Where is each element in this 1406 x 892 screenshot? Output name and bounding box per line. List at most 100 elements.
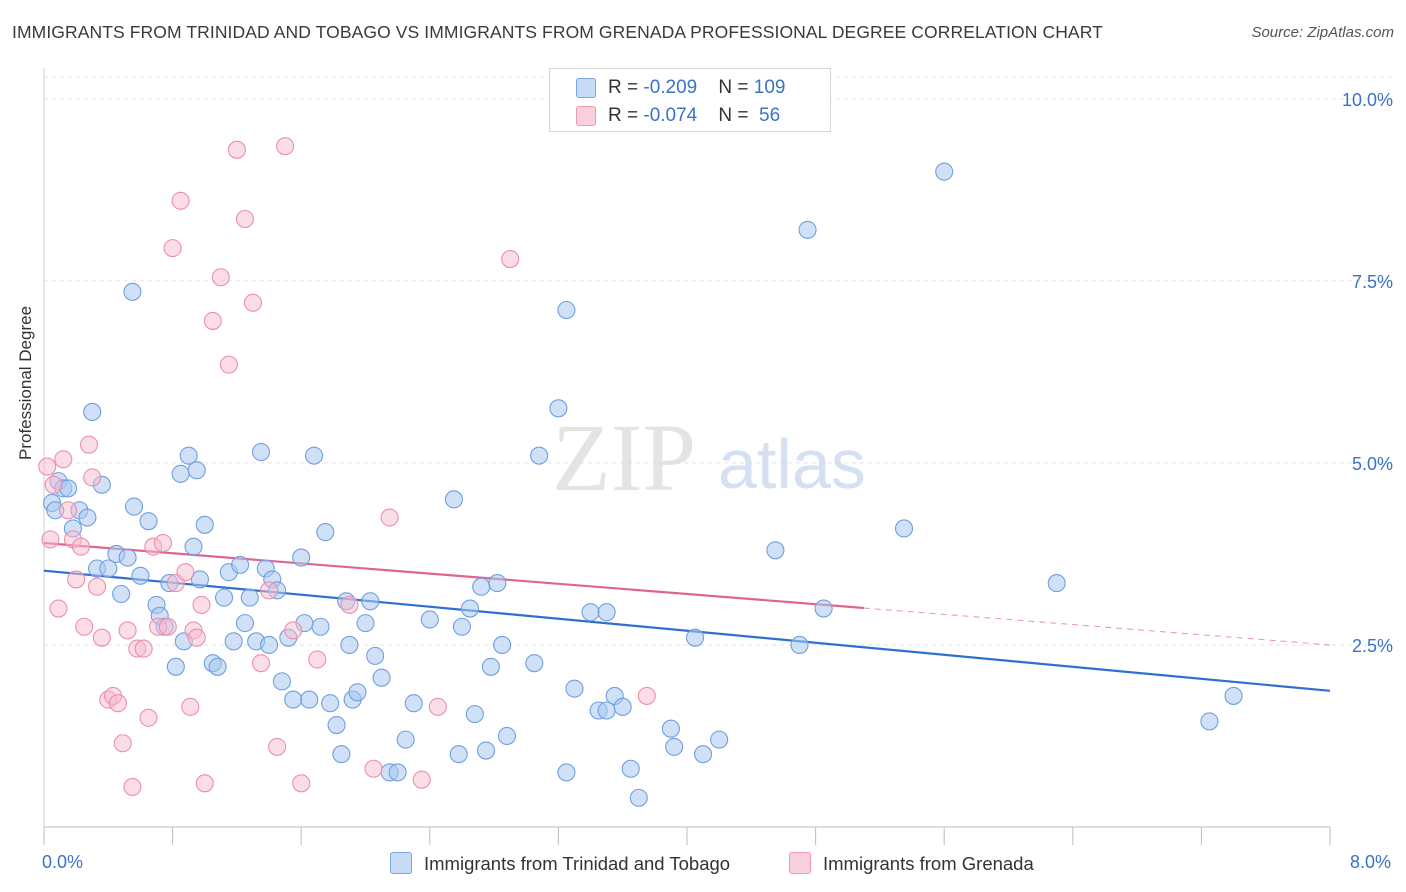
point-trinidad xyxy=(493,635,512,655)
point-grenada xyxy=(284,621,303,640)
point-grenada xyxy=(49,599,68,618)
y-tick-label: 2.5% xyxy=(1352,636,1393,656)
point-trinidad xyxy=(661,719,680,738)
point-grenada xyxy=(79,435,99,454)
point-trinidad xyxy=(766,541,785,560)
bottom-legend-label: Immigrants from Trinidad and Tobago xyxy=(424,853,731,874)
legend-swatch-blue xyxy=(576,78,596,98)
point-trinidad xyxy=(549,399,568,418)
point-trinidad xyxy=(488,574,507,593)
point-grenada xyxy=(134,639,153,658)
point-trinidad xyxy=(251,442,271,462)
point-trinidad xyxy=(300,690,319,709)
point-trinidad xyxy=(83,402,102,422)
point-trinidad xyxy=(184,537,203,556)
point-grenada xyxy=(38,457,57,476)
point-grenada xyxy=(203,311,222,330)
x-tick-label-max: 8.0% xyxy=(1350,852,1392,872)
point-trinidad xyxy=(340,635,359,655)
bottom-legend-trinidad: Immigrants from Trinidad and Tobago xyxy=(390,852,730,875)
point-grenada xyxy=(380,508,399,527)
point-grenada xyxy=(235,209,254,229)
point-trinidad xyxy=(224,632,243,651)
point-trinidad xyxy=(195,515,214,534)
point-trinidad xyxy=(685,628,705,647)
point-trinidad xyxy=(366,646,385,665)
legend-r-label: R = xyxy=(608,77,644,98)
legend-row-grenada: R = -0.074 N = 56 xyxy=(550,102,830,130)
point-trinidad xyxy=(272,672,291,691)
point-grenada xyxy=(118,621,137,640)
bottom-legend-swatch-blue xyxy=(390,852,412,874)
point-trinidad xyxy=(449,745,468,764)
point-trinidad xyxy=(171,464,190,483)
point-trinidad xyxy=(356,614,375,633)
point-trinidad xyxy=(139,512,158,531)
point-grenada xyxy=(259,581,279,600)
point-trinidad xyxy=(99,559,118,578)
point-grenada xyxy=(227,140,246,159)
point-grenada xyxy=(637,686,656,705)
point-trinidad xyxy=(565,679,584,698)
point-grenada xyxy=(364,759,383,778)
point-grenada xyxy=(75,617,94,636)
point-trinidad xyxy=(710,730,729,749)
legend-r-value: -0.209 xyxy=(643,77,698,98)
point-trinidad xyxy=(629,788,648,807)
point-trinidad xyxy=(131,566,150,585)
point-grenada xyxy=(87,577,107,596)
point-grenada xyxy=(158,617,177,636)
point-trinidad xyxy=(311,617,330,636)
point-trinidad xyxy=(214,588,234,607)
point-trinidad xyxy=(472,577,491,596)
point-trinidad xyxy=(190,570,209,589)
point-trinidad xyxy=(798,220,817,239)
point-grenada xyxy=(292,774,311,793)
point-trinidad xyxy=(235,614,254,633)
point-trinidad xyxy=(348,683,367,702)
point-grenada xyxy=(243,293,263,312)
point-trinidad xyxy=(581,603,600,622)
point-trinidad xyxy=(123,282,142,301)
bottom-legend-swatch-pink xyxy=(789,852,811,874)
point-trinidad xyxy=(327,716,346,735)
point-grenada xyxy=(83,468,102,487)
point-trinidad xyxy=(1047,574,1066,593)
point-trinidad xyxy=(372,668,391,687)
point-trinidad xyxy=(613,697,632,716)
point-trinidad xyxy=(321,694,340,713)
point-trinidad xyxy=(240,588,259,607)
point-grenada xyxy=(108,694,127,713)
point-trinidad xyxy=(452,617,472,636)
point-trinidad xyxy=(497,726,517,746)
legend: R = -0.209 N = 109 R = -0.074 N = 56 xyxy=(549,68,831,132)
point-trinidad xyxy=(78,508,97,527)
y-tick-label: 5.0% xyxy=(1352,454,1393,474)
point-trinidad xyxy=(332,745,351,764)
point-grenada xyxy=(153,533,173,553)
point-trinidad xyxy=(292,548,311,567)
point-grenada xyxy=(113,734,132,753)
source-note: Source: ZipAtlas.com xyxy=(1251,24,1394,41)
point-grenada xyxy=(171,191,190,210)
point-trinidad xyxy=(124,497,144,516)
x-tick-label-min: 0.0% xyxy=(42,852,84,872)
point-trinidad xyxy=(187,461,206,480)
watermark-atlas: atlas xyxy=(718,425,866,503)
trend-line-grenada xyxy=(43,541,864,610)
point-trinidad xyxy=(1224,686,1243,705)
point-grenada xyxy=(195,774,214,793)
y-tick-label: 10.0% xyxy=(1342,90,1393,110)
point-trinidad xyxy=(894,519,914,538)
trend-line-grenada-extension xyxy=(863,607,1331,646)
point-grenada xyxy=(71,537,91,556)
point-trinidad xyxy=(396,730,415,749)
point-grenada xyxy=(340,595,359,614)
series-grenada-points xyxy=(38,137,656,797)
point-trinidad xyxy=(208,657,227,676)
point-trinidad xyxy=(361,592,380,611)
point-grenada xyxy=(67,570,86,589)
point-grenada xyxy=(211,268,230,287)
point-grenada xyxy=(219,355,238,374)
